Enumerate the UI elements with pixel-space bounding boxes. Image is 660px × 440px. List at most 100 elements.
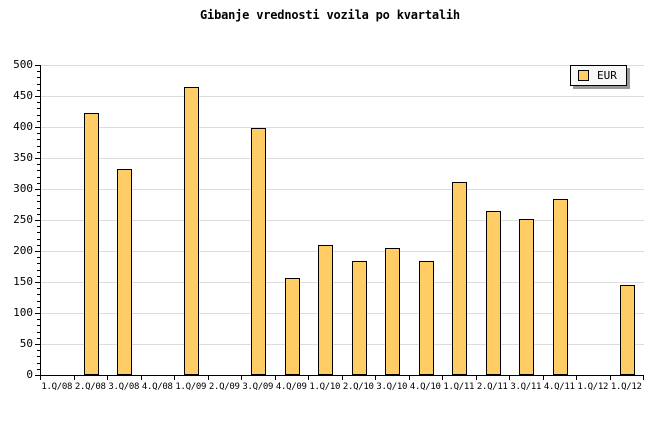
x-tick-label: 1.Q/08 xyxy=(41,382,73,392)
y-tick-label: 400 xyxy=(13,120,33,133)
y-minor-tick xyxy=(37,201,40,203)
y-major-tick xyxy=(35,313,40,314)
bar-3.Q/09 xyxy=(251,128,266,375)
bar-4.Q/10 xyxy=(419,261,434,375)
x-tick-label: 1.Q/12 xyxy=(577,382,609,392)
y-minor-tick xyxy=(37,89,40,91)
y-minor-tick xyxy=(37,108,40,110)
x-tick-label: 4.Q/10 xyxy=(409,382,441,392)
y-tick-label: 0 xyxy=(26,368,33,381)
x-tick-label: 2.Q/10 xyxy=(342,382,374,392)
y-minor-tick xyxy=(37,269,40,271)
bar-2.Q/08 xyxy=(84,113,99,375)
bar-1.Q/11 xyxy=(452,182,467,375)
y-minor-tick xyxy=(37,102,40,104)
y-minor-tick xyxy=(37,213,40,215)
x-tick xyxy=(140,376,142,380)
x-tick-label: 3.Q/08 xyxy=(108,382,140,392)
y-minor-tick xyxy=(37,257,40,259)
y-minor-tick xyxy=(37,263,40,265)
x-tick-label: 1.Q/09 xyxy=(175,382,207,392)
y-minor-tick xyxy=(37,288,40,290)
x-tick xyxy=(375,376,376,380)
x-tick xyxy=(475,376,477,380)
y-minor-tick xyxy=(37,275,40,277)
x-tick-label: 1.Q/11 xyxy=(443,382,475,392)
x-tick xyxy=(274,376,276,380)
bar-1.Q/12 xyxy=(620,285,635,375)
x-tick xyxy=(107,376,108,380)
y-minor-tick xyxy=(37,331,40,333)
y-major-tick xyxy=(35,251,40,252)
y-minor-tick xyxy=(37,71,40,73)
x-tick-label: 1.Q/12 xyxy=(610,382,642,392)
x-tick-label: 4.Q/11 xyxy=(543,382,575,392)
y-minor-tick xyxy=(37,182,40,184)
y-minor-tick xyxy=(37,294,40,296)
bar-1.Q/09 xyxy=(184,87,199,375)
y-major-tick xyxy=(35,96,40,97)
y-minor-tick xyxy=(37,337,40,339)
y-minor-tick xyxy=(37,306,40,308)
y-tick-label: 150 xyxy=(13,275,33,288)
y-minor-tick xyxy=(37,151,40,153)
bar-4.Q/11 xyxy=(553,199,568,375)
gridline xyxy=(41,65,644,66)
y-minor-tick xyxy=(37,319,40,321)
y-minor-tick xyxy=(37,325,40,327)
y-tick-label: 350 xyxy=(13,151,33,164)
chart-title: Gibanje vrednosti vozila po kvartalih xyxy=(200,8,460,22)
x-tick-label: 2.Q/11 xyxy=(476,382,508,392)
y-tick-label: 50 xyxy=(19,337,33,350)
x-tick xyxy=(40,376,41,380)
y-major-tick xyxy=(35,282,40,283)
y-minor-tick xyxy=(37,238,40,240)
x-tick xyxy=(643,376,644,380)
y-minor-tick xyxy=(37,232,40,234)
bar-2.Q/10 xyxy=(352,261,367,375)
x-tick-label: 2.Q/09 xyxy=(208,382,240,392)
bar-3.Q/10 xyxy=(385,248,400,375)
y-minor-tick xyxy=(37,368,40,370)
y-tick-label: 250 xyxy=(13,213,33,226)
gridline xyxy=(41,251,644,252)
gridline xyxy=(41,220,644,221)
y-minor-tick xyxy=(37,350,40,352)
y-major-tick xyxy=(35,65,40,66)
x-tick-label: 1.Q/10 xyxy=(309,382,341,392)
y-minor-tick xyxy=(37,77,40,79)
x-tick xyxy=(73,376,75,380)
x-tick-label: 2.Q/08 xyxy=(74,382,106,392)
y-minor-tick xyxy=(37,83,40,85)
gridline xyxy=(41,282,644,283)
y-minor-tick xyxy=(37,207,40,209)
y-tick-label: 300 xyxy=(13,182,33,195)
x-tick xyxy=(174,376,175,380)
y-major-tick xyxy=(35,220,40,221)
x-tick-label: 3.Q/11 xyxy=(510,382,542,392)
y-major-tick xyxy=(35,127,40,128)
gridline xyxy=(41,313,644,314)
bar-3.Q/08 xyxy=(117,169,132,375)
y-minor-tick xyxy=(37,120,40,122)
x-tick-label: 3.Q/10 xyxy=(376,382,408,392)
x-tick xyxy=(542,376,544,380)
legend-swatch-icon xyxy=(578,70,589,81)
plot-area xyxy=(40,65,644,376)
y-minor-tick xyxy=(37,176,40,178)
y-minor-tick xyxy=(37,300,40,302)
gridline xyxy=(41,344,644,345)
bar-1.Q/10 xyxy=(318,245,333,375)
x-tick xyxy=(408,376,410,380)
y-minor-tick xyxy=(37,145,40,147)
y-major-tick xyxy=(35,344,40,345)
y-major-tick xyxy=(35,189,40,190)
x-tick xyxy=(576,376,577,380)
gridline xyxy=(41,158,644,159)
y-minor-tick xyxy=(37,226,40,228)
y-major-tick xyxy=(35,158,40,159)
x-tick xyxy=(442,376,443,380)
gridline xyxy=(41,189,644,190)
y-tick-label: 500 xyxy=(13,58,33,71)
